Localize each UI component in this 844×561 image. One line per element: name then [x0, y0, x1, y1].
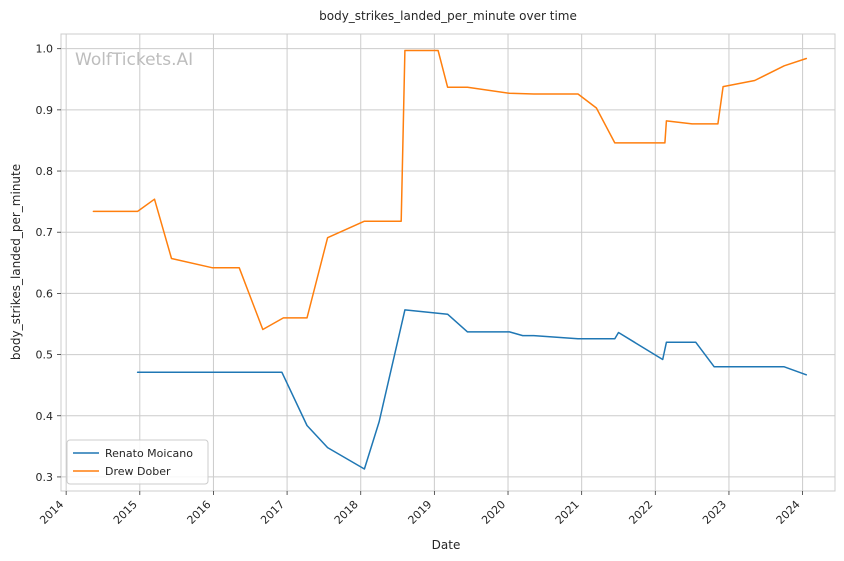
x-tick-label: 2022: [626, 498, 655, 527]
y-tick-label: 0.6: [36, 287, 54, 300]
x-tick-label: 2020: [479, 498, 508, 527]
x-tick-label: 2014: [37, 498, 66, 527]
series-layer: [92, 49, 808, 470]
y-tick-label: 0.7: [36, 226, 54, 239]
y-axis-title: body_strikes_landed_per_minute: [9, 164, 23, 360]
y-tick-label: 0.3: [36, 471, 54, 484]
legend-label-renato-moicano: Renato Moicano: [105, 447, 193, 460]
x-tick-label: 2017: [258, 498, 287, 527]
x-tick-label: 2024: [774, 498, 803, 527]
y-tick-label: 0.4: [36, 410, 54, 423]
y-tick-label: 0.9: [36, 104, 54, 117]
x-tick-label: 2015: [111, 498, 140, 527]
y-tick-label: 1.0: [36, 43, 54, 56]
y-tick-label: 0.5: [36, 349, 54, 362]
x-tick-label: 2023: [700, 498, 729, 527]
legend-label-drew-dober: Drew Dober: [105, 465, 171, 478]
x-axis: 2014 2015 2016 2017 2018 2019 2020 2021 2022 2023…: [37, 491, 803, 527]
series-line-renato-moicano: [136, 309, 808, 470]
x-axis-title: Date: [432, 538, 461, 552]
y-tick-label: 0.8: [36, 165, 54, 178]
x-tick-label: 2019: [406, 498, 435, 527]
x-tick-label: 2016: [185, 498, 214, 527]
watermark: WolfTickets.AI: [75, 50, 193, 70]
chart-title: body_strikes_landed_per_minute over time: [319, 9, 577, 23]
x-tick-label: 2021: [553, 498, 582, 527]
plot-background: [61, 34, 835, 491]
x-tick-label: 2018: [332, 498, 361, 527]
legend: Renato Moicano Drew Dober: [66, 439, 209, 485]
plot-frame: [60, 33, 836, 492]
y-axis: 0.3 0.4 0.5 0.6 0.7 0.8 0.9 1.0: [36, 43, 61, 484]
legend-box: [66, 439, 209, 485]
series-line-drew-dober: [92, 49, 808, 331]
